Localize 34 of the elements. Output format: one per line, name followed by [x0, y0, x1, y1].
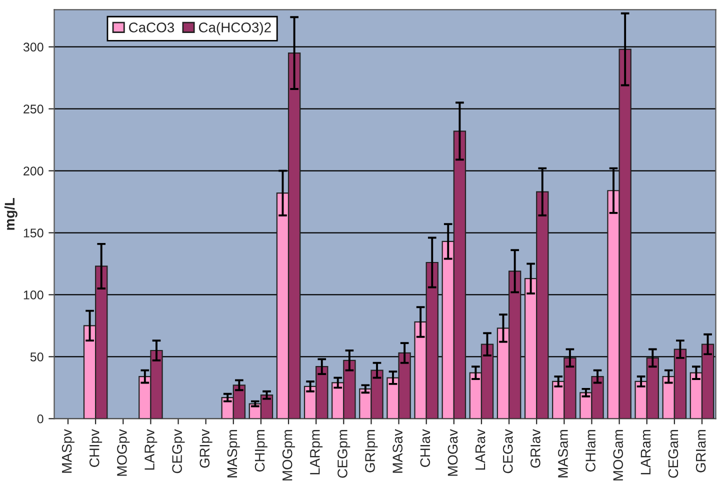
x-tick-label: CHIpv [89, 429, 102, 467]
x-tick-label: MASpm [227, 430, 240, 478]
x-tick-label: CEGav [502, 429, 513, 474]
x-tick-label: CEGam [668, 430, 678, 478]
x-tick-label: LARam [640, 430, 651, 474]
x-tick-label: MOGam [613, 430, 624, 480]
x-tick-label: GRIav [530, 429, 540, 468]
legend-label: Ca(HCO3)2 [198, 22, 271, 36]
y-tick-label: 150 [24, 228, 44, 238]
y-tick-label: 0 [37, 414, 44, 424]
x-tick-label: CHIpm [254, 430, 268, 472]
x-tick-label: CEGpv [172, 429, 185, 474]
x-tick-label: CEGpm [338, 430, 350, 478]
y-tick-label: 250 [24, 104, 44, 114]
y-tick-label: 100 [24, 290, 44, 300]
x-tick-label: CHIam [586, 430, 596, 472]
y-tick-label: 300 [23, 42, 44, 52]
x-tick-label: GRIpv [200, 429, 212, 468]
x-tick-label: MOGpv [117, 429, 130, 476]
y-tick-label: 50 [30, 352, 44, 362]
legend-label: CaCO3 [129, 22, 174, 32]
y-tick-label: 200 [24, 166, 44, 176]
y-axis-title: mg/L [4, 198, 18, 230]
x-tick-label: MASam [558, 430, 568, 478]
x-tick-label: MOGav [448, 429, 458, 476]
x-tick-label: GRIpm [365, 430, 378, 472]
x-tick-label: LARpm [310, 430, 323, 474]
x-tick-label: GRIam [696, 430, 706, 472]
x-tick-label: MOGpm [282, 430, 295, 480]
x-tick-label: MASpv [62, 429, 74, 473]
x-tick-label: LARpv [144, 429, 158, 470]
x-tick-label: CHIav [420, 429, 430, 467]
x-tick-label: LARav [476, 429, 486, 470]
x-tick-label: MASav [392, 429, 403, 473]
